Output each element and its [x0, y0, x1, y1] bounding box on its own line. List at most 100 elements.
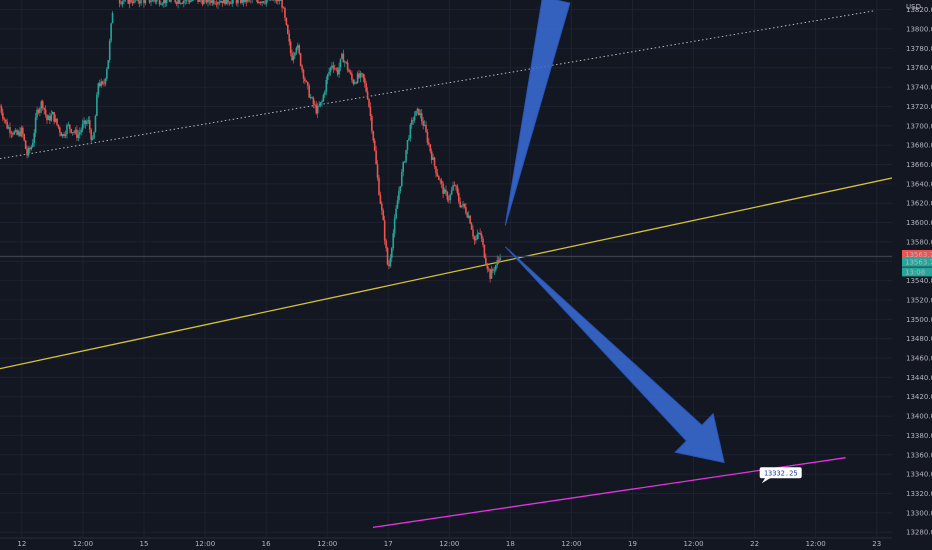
candle-body — [6, 121, 8, 129]
candle-body — [309, 97, 312, 98]
candle-body — [78, 132, 81, 135]
candle-body — [140, 0, 142, 4]
candle-body — [395, 208, 397, 219]
candle-body — [353, 82, 356, 84]
candle-body — [472, 229, 474, 237]
x-tick-label: 12:00 — [439, 540, 459, 548]
candle-body — [288, 33, 291, 42]
y-tick-label: 13780.00 — [906, 45, 932, 53]
candle-body — [329, 67, 332, 72]
candle-body — [54, 118, 57, 122]
candle-body — [202, 0, 205, 5]
candle-body — [302, 69, 305, 79]
candle-body — [23, 134, 26, 141]
candle-body — [91, 138, 94, 140]
candle-body — [359, 73, 362, 78]
candle-body — [224, 0, 226, 5]
candle-body — [369, 106, 372, 116]
candle-body — [4, 119, 7, 122]
candle-body — [84, 120, 87, 124]
candle-body — [64, 134, 67, 136]
candle-body — [388, 264, 390, 267]
y-tick-label: 13420.00 — [906, 393, 932, 401]
candles — [0, 0, 501, 283]
candle-body — [0, 106, 3, 113]
candle-body — [188, 0, 191, 3]
candle-body — [33, 132, 35, 143]
x-axis: 12 12:00 15 12:00 16 12:00 17 12:00 18 12:00 19 12:… — [0, 537, 892, 548]
candle-body — [499, 257, 501, 261]
candle-body — [163, 0, 165, 4]
candle-body — [180, 3, 182, 4]
y-tick-label: 13540.00 — [906, 277, 932, 285]
candle-body — [27, 147, 30, 156]
candle-body — [154, 0, 157, 2]
candle-body — [53, 111, 55, 122]
candle-body — [10, 132, 13, 134]
candle-body — [177, 0, 179, 4]
candle-body — [155, 0, 158, 2]
candle-body — [366, 91, 369, 100]
candle-body — [225, 0, 228, 5]
candle-body — [433, 157, 436, 167]
candle-body — [61, 134, 64, 137]
candle-body — [480, 233, 483, 239]
candle-body — [217, 2, 219, 5]
candle-body — [462, 203, 464, 206]
candle-body — [422, 121, 424, 126]
candle-body — [420, 113, 423, 122]
candle-body — [21, 127, 24, 135]
candle-body — [77, 134, 80, 138]
candle-body — [151, 0, 154, 2]
candle-body — [432, 157, 434, 160]
candle-body — [138, 1, 141, 4]
candle-body — [73, 132, 75, 134]
candle-body — [197, 0, 199, 2]
candle-body — [70, 129, 73, 133]
y-tick-label: 13660.00 — [906, 161, 932, 169]
candle-body — [184, 0, 187, 2]
candle-body — [107, 60, 110, 69]
candle-body — [463, 203, 466, 208]
candle-body — [446, 192, 449, 200]
candle-body — [93, 132, 95, 139]
candle-body — [36, 109, 38, 118]
candle-body — [16, 130, 18, 135]
candle-body — [205, 0, 208, 3]
candle-body — [412, 119, 414, 121]
candle-body — [227, 0, 229, 3]
x-tick-label: 18 — [506, 540, 515, 548]
y-tick-label: 13480.00 — [906, 335, 932, 343]
price-tag-text: 13563.75 — [905, 251, 932, 259]
candle-body — [391, 248, 393, 258]
candle-body — [83, 120, 85, 124]
candle-body — [41, 101, 44, 108]
y-tick-label: 13740.00 — [906, 84, 932, 92]
candle-body — [90, 129, 92, 140]
candle-body — [447, 199, 450, 201]
candle-body — [278, 0, 281, 1]
candle-body — [410, 119, 413, 125]
candle-body — [264, 2, 266, 4]
candle-body — [334, 68, 336, 70]
candle-body — [51, 111, 54, 115]
candle-body — [487, 268, 490, 270]
candle-body — [9, 127, 11, 133]
candle-body — [398, 190, 400, 201]
price-tag-text: 13:08 — [905, 268, 925, 276]
candle-body — [31, 142, 34, 147]
trend-line — [0, 177, 893, 370]
candle-body — [475, 238, 477, 241]
candle-body — [120, 3, 122, 5]
y-tick-label: 13800.00 — [906, 26, 932, 34]
candle-body — [385, 240, 387, 248]
candle-body — [356, 73, 359, 83]
candle-body — [328, 71, 330, 75]
candle-body — [86, 121, 88, 124]
candle-body — [399, 186, 402, 191]
candle-body — [440, 180, 443, 184]
candle-body — [383, 220, 386, 241]
candle-body — [96, 94, 98, 116]
candle-body — [305, 80, 308, 82]
